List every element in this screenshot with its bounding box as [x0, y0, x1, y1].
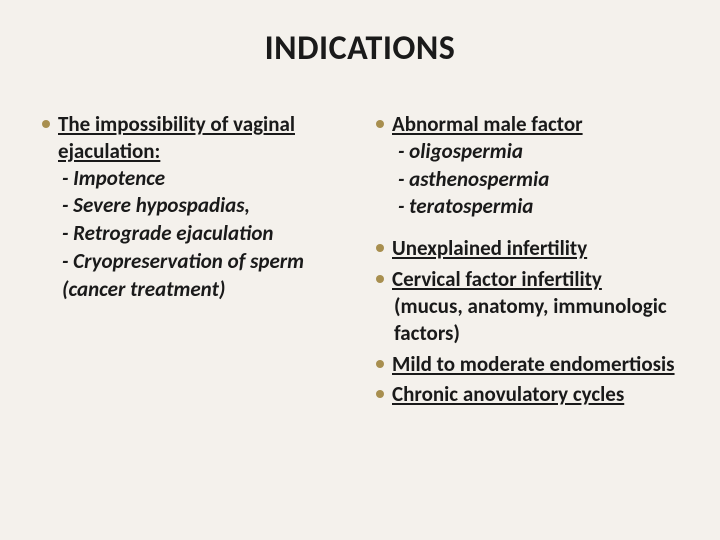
sub-item: (mucus, anatomy, immunologic factors) [376, 293, 680, 347]
page-title: INDICATIONS [40, 28, 680, 69]
sub-item: - teratospermia [376, 193, 680, 221]
lead-text: Unexplained infertility [392, 235, 680, 262]
indication-group: Abnormal male factor - oligospermia - as… [376, 111, 680, 221]
bullet-icon [376, 360, 384, 368]
list-item: Unexplained infertility [376, 235, 680, 262]
left-column: The impossibility of vaginal ejaculation… [40, 111, 346, 412]
list-item: Chronic anovulatory cycles [376, 381, 680, 408]
sub-item: - Retrograde ejaculation [42, 220, 346, 248]
indication-group: Unexplained infertility [376, 235, 680, 262]
bullet-icon [376, 244, 384, 252]
lead-text: The impossibility of vaginal ejaculation… [58, 111, 346, 165]
bullet-icon [42, 120, 50, 128]
bullet-icon [376, 120, 384, 128]
columns: The impossibility of vaginal ejaculation… [40, 111, 680, 412]
indication-group: Chronic anovulatory cycles [376, 381, 680, 408]
lead-text: Cervical factor infertility [392, 266, 680, 293]
slide: INDICATIONS The impossibility of vaginal… [0, 0, 720, 540]
indication-group: Mild to moderate endomertiosis [376, 351, 680, 378]
indication-group: The impossibility of vaginal ejaculation… [42, 111, 346, 303]
bullet-icon [376, 390, 384, 398]
right-column: Abnormal male factor - oligospermia - as… [366, 111, 680, 412]
list-item: Mild to moderate endomertiosis [376, 351, 680, 378]
sub-item: - oligospermia [376, 138, 680, 166]
sub-item: - asthenospermia [376, 166, 680, 194]
bullet-icon [376, 275, 384, 283]
indication-group: Cervical factor infertility (mucus, anat… [376, 266, 680, 347]
list-item: Cervical factor infertility [376, 266, 680, 293]
lead-text: Mild to moderate endomertiosis [392, 351, 680, 378]
sub-item: - Impotence [42, 165, 346, 193]
list-item: Abnormal male factor [376, 111, 680, 138]
sub-item: - Severe hypospadias, [42, 192, 346, 220]
lead-text: Chronic anovulatory cycles [392, 381, 680, 408]
sub-item: - Cryopreservation of sperm (cancer trea… [42, 248, 346, 303]
lead-text: Abnormal male factor [392, 111, 680, 138]
list-item: The impossibility of vaginal ejaculation… [42, 111, 346, 165]
